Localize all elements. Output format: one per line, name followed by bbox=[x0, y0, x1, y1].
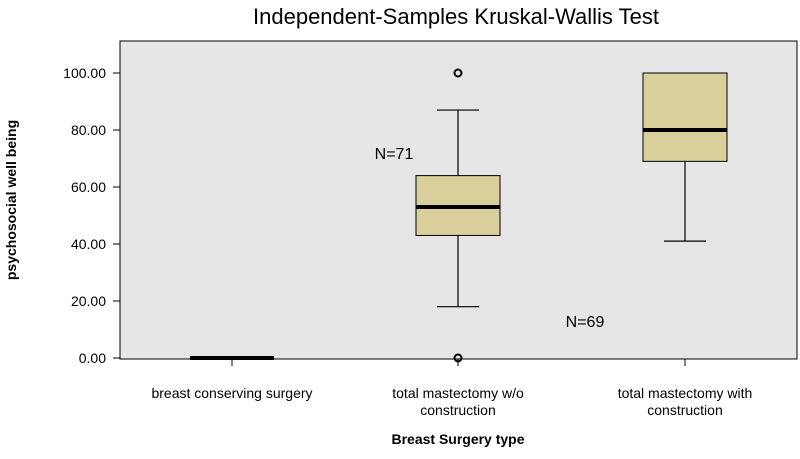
box-group bbox=[415, 68, 501, 363]
x-tick-label: total mastectomy with construction bbox=[618, 385, 753, 418]
x-tick-label-line: breast conserving surgery bbox=[151, 385, 312, 401]
y-tick-label: 20.00 bbox=[71, 293, 106, 309]
n-annotation: N=69 bbox=[566, 314, 605, 331]
x-tick-label-line: construction bbox=[420, 402, 495, 418]
box-group bbox=[642, 72, 728, 242]
x-axis-title: Breast Surgery type bbox=[391, 431, 524, 447]
annotations: N=71 N=69 bbox=[375, 146, 605, 331]
boxes bbox=[190, 68, 728, 363]
n-annotation: N=71 bbox=[375, 146, 414, 163]
y-axis-title: psychosocial well being bbox=[3, 120, 19, 280]
x-axis: breast conserving surgery total mastectom… bbox=[151, 359, 752, 418]
y-tick-label: 100.00 bbox=[63, 65, 106, 81]
outlier-point bbox=[453, 68, 463, 78]
y-tick-label: 60.00 bbox=[71, 179, 106, 195]
x-tick-label-line: construction bbox=[647, 402, 722, 418]
x-tick-label: breast conserving surgery bbox=[151, 385, 312, 401]
box bbox=[642, 72, 728, 162]
x-tick-label: total mastectomy w/o construction bbox=[392, 385, 524, 418]
y-tick-label: 0.00 bbox=[79, 350, 106, 366]
x-tick-label-line: total mastectomy with bbox=[618, 385, 753, 401]
y-tick-label: 80.00 bbox=[71, 122, 106, 138]
chart-title: Independent-Samples Kruskal-Wallis Test bbox=[253, 4, 659, 29]
y-axis: 0.00 20.00 40.00 60.00 80.00 100.00 bbox=[63, 65, 120, 366]
y-tick-label: 40.00 bbox=[71, 236, 106, 252]
x-tick-label-line: total mastectomy w/o bbox=[392, 385, 524, 401]
